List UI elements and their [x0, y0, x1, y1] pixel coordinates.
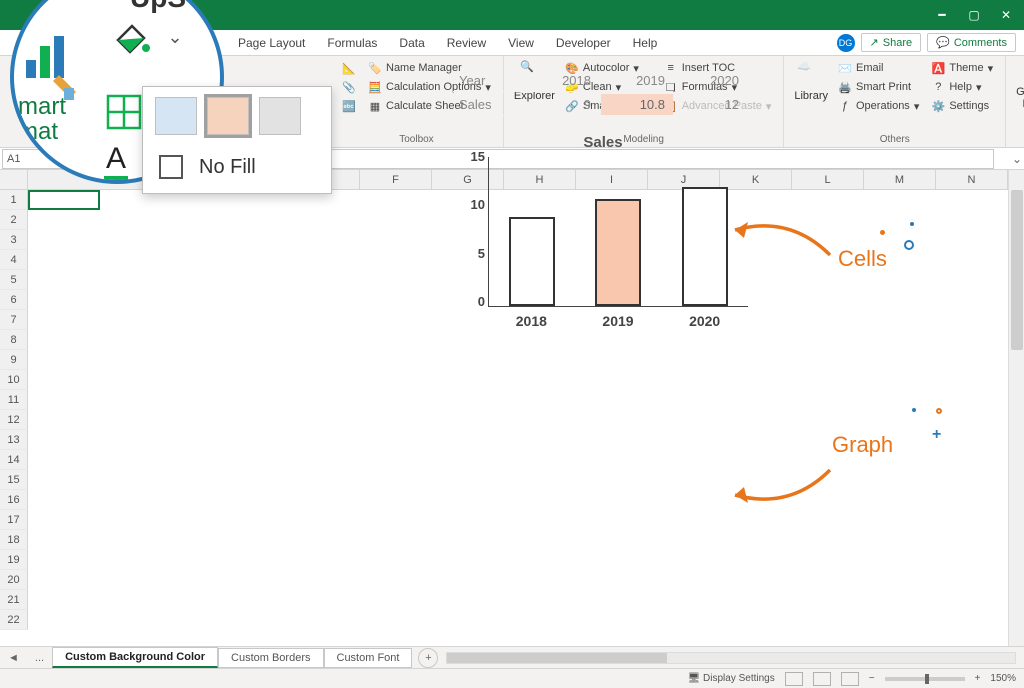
- share-button[interactable]: ↗Share: [861, 33, 922, 52]
- y-axis-ticks: 15 10 5 0: [459, 149, 485, 309]
- cell-sales-2019[interactable]: 10.8: [601, 94, 673, 116]
- sheet-nav-ellipsis[interactable]: ...: [27, 652, 52, 664]
- smart-print-button[interactable]: 🖨️Smart Print: [836, 79, 921, 95]
- settings-button[interactable]: ⚙️Settings: [929, 98, 995, 114]
- arrow-to-cells: [720, 210, 840, 265]
- x-axis-labels: 2018 2019 2020: [488, 307, 748, 329]
- close-button[interactable]: ✕: [992, 3, 1020, 27]
- vertical-scrollbar[interactable]: [1008, 170, 1024, 646]
- color-swatch-3[interactable]: [259, 97, 301, 135]
- font-color-icon[interactable]: A: [104, 142, 128, 181]
- color-swatch-2[interactable]: [207, 97, 249, 135]
- tab-help[interactable]: Help: [623, 32, 668, 54]
- tab-formulas[interactable]: Formulas: [317, 32, 387, 54]
- cell-year-2020[interactable]: 2020: [675, 70, 747, 92]
- add-sheet-button[interactable]: +: [418, 648, 438, 668]
- magnified-app-title: UpS: [130, 0, 186, 14]
- active-cell-outline: [28, 190, 100, 210]
- sheet-tab-bar: ◄ ... Custom Background Color Custom Bor…: [0, 646, 1024, 668]
- operations-button[interactable]: ƒOperations ▾: [836, 98, 921, 114]
- zoom-percentage[interactable]: 150%: [990, 673, 1016, 684]
- no-fill-option[interactable]: No Fill: [155, 149, 319, 185]
- ribbon-group-others: ☁️Library ✉️Email 🖨️Smart Print ƒOperati…: [784, 56, 1006, 147]
- help-button[interactable]: ?Help ▾: [929, 79, 995, 95]
- zoom-slider[interactable]: [885, 677, 965, 681]
- zoom-in-button[interactable]: +: [975, 673, 981, 684]
- sheet-tab[interactable]: Custom Borders: [218, 648, 323, 668]
- zoom-out-button[interactable]: −: [869, 673, 875, 684]
- formula-bar-expand[interactable]: ⌄: [1010, 152, 1024, 166]
- row-headers[interactable]: 12345678910111213141516171819202122: [0, 190, 28, 630]
- sample-data-table: Year 2018 2019 2020 Sales 9 10.8 12: [451, 68, 749, 118]
- sheet-tab[interactable]: Custom Background Color: [52, 647, 218, 668]
- maximize-button[interactable]: ▢: [960, 3, 988, 27]
- ribbon-small-icon[interactable]: 📎: [340, 79, 358, 95]
- tab-data[interactable]: Data: [389, 32, 434, 54]
- no-fill-icon: [159, 155, 183, 179]
- ribbon-group-report: P Generate Report Report▾ Report Generat…: [1006, 56, 1024, 147]
- no-fill-label: No Fill: [199, 156, 256, 179]
- borders-icon[interactable]: [106, 94, 142, 130]
- email-button[interactable]: ✉️Email: [836, 60, 921, 76]
- view-normal-button[interactable]: [785, 672, 803, 686]
- ribbon-small-icon[interactable]: 📐: [340, 60, 358, 76]
- fill-color-icon[interactable]: [110, 18, 152, 60]
- cell-sales-2020[interactable]: 12: [675, 94, 747, 116]
- fill-color-dropdown: No Fill: [142, 86, 332, 194]
- user-avatar[interactable]: DG: [837, 34, 855, 52]
- status-bar: 🖥 Display Settings − + 150%: [0, 668, 1024, 688]
- tab-view[interactable]: View: [498, 32, 544, 54]
- callout-graph: Graph: [832, 432, 893, 458]
- sales-bar-chart[interactable]: Sales 15 10 5 0 2018 2019 2020: [458, 134, 748, 334]
- cell-sales-2018[interactable]: 9: [527, 94, 599, 116]
- fill-color-dropdown-chevron[interactable]: ⌄: [162, 24, 188, 50]
- view-page-layout-button[interactable]: [813, 672, 831, 686]
- cell-sales-label[interactable]: Sales: [453, 94, 525, 116]
- comments-button[interactable]: 💬Comments: [927, 33, 1016, 52]
- cell-year-2018[interactable]: 2018: [527, 70, 599, 92]
- smart-format-label: martmat: [18, 94, 66, 144]
- generate-report-button[interactable]: P Generate Report: [1016, 60, 1024, 110]
- chart-plot-area: 15 10 5 0: [488, 157, 748, 307]
- view-page-break-button[interactable]: [841, 672, 859, 686]
- horizontal-scrollbar[interactable]: [446, 652, 1016, 664]
- minimize-button[interactable]: ━: [928, 3, 956, 27]
- arrow-to-graph: [720, 460, 840, 515]
- tab-developer[interactable]: Developer: [546, 32, 621, 54]
- theme-button[interactable]: 🅰️Theme ▾: [929, 60, 995, 76]
- sheet-tab[interactable]: Custom Font: [324, 648, 413, 668]
- sheet-nav-prev[interactable]: ◄: [0, 652, 27, 664]
- group-label: Others: [794, 132, 995, 145]
- library-button[interactable]: ☁️Library: [794, 60, 828, 102]
- cell-year-2019[interactable]: 2019: [601, 70, 673, 92]
- group-label: Report Generator: [1016, 132, 1024, 145]
- tab-page-layout[interactable]: Page Layout: [228, 32, 315, 54]
- ribbon-small-icon[interactable]: 🔤: [340, 98, 358, 114]
- callout-cells: Cells: [838, 246, 887, 272]
- chart-title: Sales: [458, 134, 748, 151]
- color-swatch-1[interactable]: [155, 97, 197, 135]
- tab-review[interactable]: Review: [437, 32, 496, 54]
- display-settings-button[interactable]: 🖥 Display Settings: [688, 673, 775, 684]
- cell-year-label[interactable]: Year: [453, 70, 525, 92]
